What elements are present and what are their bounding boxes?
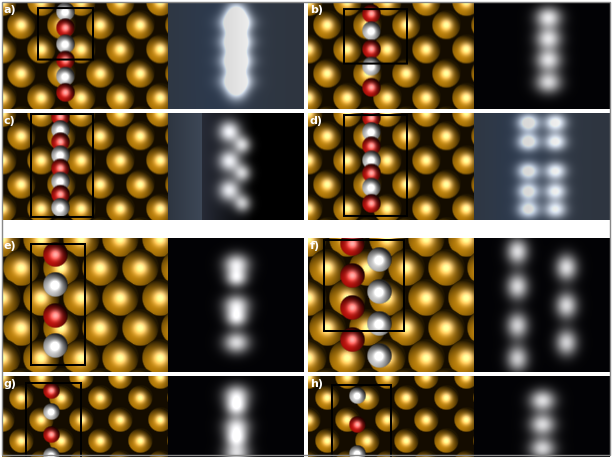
Text: f): f) [310,241,320,251]
Text: c): c) [4,116,16,126]
Text: e): e) [4,241,17,251]
Text: b): b) [310,5,323,15]
Text: a): a) [4,5,17,15]
Text: g): g) [4,379,17,389]
Text: d): d) [310,116,323,126]
Text: h): h) [310,379,323,389]
